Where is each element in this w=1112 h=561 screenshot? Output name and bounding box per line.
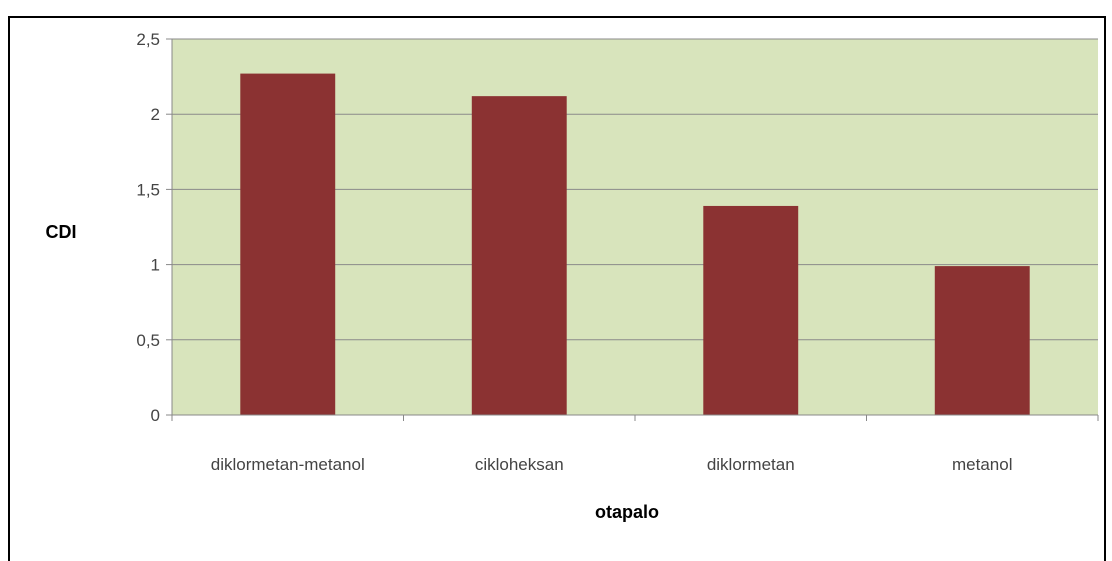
x-tick-label: diklormetan-metanol	[211, 455, 365, 474]
x-axis-title: otapalo	[595, 502, 659, 522]
bar-diklormetan	[703, 205, 799, 415]
y-axis-title: CDI	[46, 222, 77, 242]
bar-cikloheksan	[471, 96, 567, 415]
x-tick-label: metanol	[952, 455, 1012, 474]
y-tick-label: 2	[151, 105, 160, 124]
bar-chart: 0 0,5 1 1,5 2 2,5 diklormetan-metanol ciklohek…	[46, 30, 1099, 522]
x-tick-label: cikloheksan	[475, 455, 564, 474]
y-tick-label: 1	[151, 256, 160, 275]
y-tick-labels: 0 0,5 1 1,5 2 2,5	[136, 30, 160, 425]
y-tick-label: 0	[151, 406, 160, 425]
x-tick-labels: diklormetan-metanol cikloheksan diklormeta…	[211, 455, 1013, 474]
bar-diklormetan-metanol	[240, 73, 336, 415]
y-tick-label: 1,5	[136, 180, 160, 199]
x-tick-label: diklormetan	[707, 455, 795, 474]
chart-frame	[8, 16, 1106, 561]
y-tick-label: 0,5	[136, 331, 160, 350]
bars	[240, 73, 1030, 415]
axes	[171, 39, 1099, 421]
bar-metanol	[934, 266, 1030, 415]
y-tick-label: 2,5	[136, 30, 160, 49]
